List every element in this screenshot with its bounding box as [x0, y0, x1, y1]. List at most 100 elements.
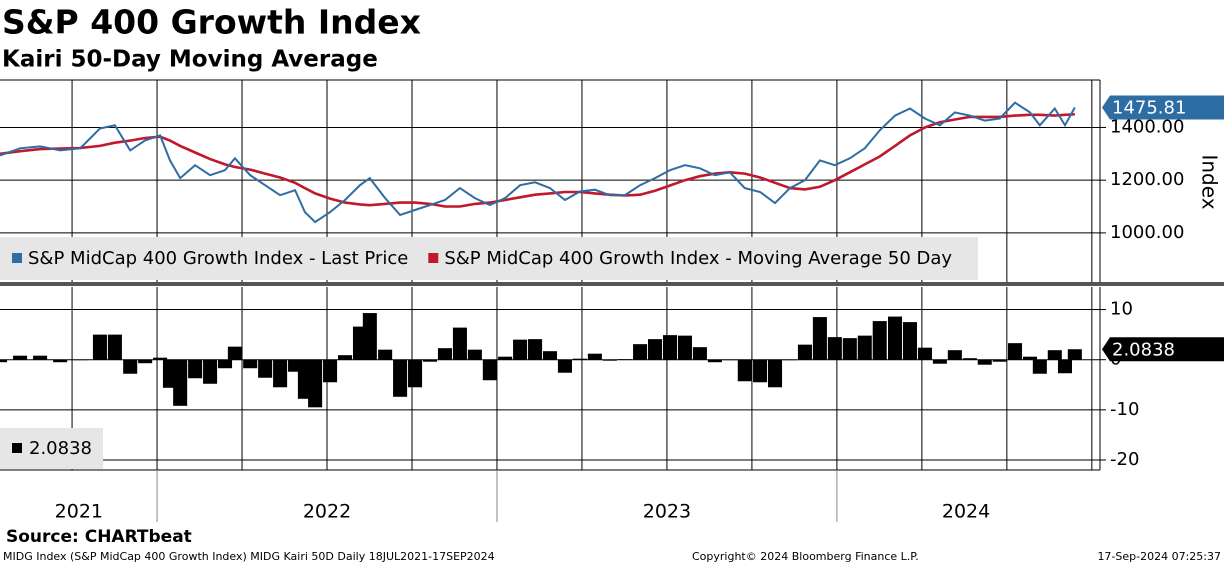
- bar: [203, 359, 218, 384]
- bar: [947, 350, 962, 360]
- bar: [123, 359, 138, 374]
- bar: [138, 359, 153, 364]
- bar: [92, 334, 107, 360]
- y-tick-label: 10: [1110, 299, 1133, 320]
- bar: [513, 339, 528, 360]
- bar: [528, 339, 543, 360]
- bar: [888, 316, 903, 360]
- legend-box: [0, 237, 978, 280]
- bar: [812, 317, 827, 360]
- bar: [153, 357, 168, 360]
- legend-swatch: [428, 253, 439, 263]
- bar: [692, 347, 707, 360]
- legend-label: S&P MidCap 400 Growth Index - Last Price: [28, 248, 408, 269]
- footnote: MIDG Index (S&P MidCap 400 Growth Index)…: [3, 550, 495, 563]
- bar: [992, 359, 1007, 362]
- bar: [33, 355, 48, 360]
- bar: [782, 359, 798, 361]
- bar: [482, 359, 497, 381]
- bar: [677, 335, 692, 360]
- bar: [393, 359, 408, 397]
- bar: [498, 356, 513, 360]
- bar: [13, 355, 28, 360]
- bar: [273, 359, 288, 388]
- bar: [737, 359, 752, 382]
- chart-title: S&P 400 Growth Index: [2, 3, 421, 42]
- bar: [857, 335, 872, 360]
- bar: [422, 359, 438, 362]
- timestamp: 17-Sep-2024 07:25:37: [1097, 550, 1221, 563]
- y-axis-label: Index: [1198, 154, 1222, 209]
- legend-swatch: [12, 443, 22, 453]
- legend-label: 2.0838: [29, 438, 92, 459]
- bar: [0, 359, 8, 363]
- bar: [107, 334, 122, 360]
- bar: [173, 359, 188, 406]
- copyright: Copyright© 2024 Bloomberg Finance L.P.: [692, 550, 919, 563]
- bar: [323, 359, 338, 383]
- bar: [437, 348, 452, 360]
- bar: [842, 338, 857, 360]
- y-tick-label: 1200.00: [1110, 169, 1184, 190]
- y-tick-label: 1000.00: [1110, 222, 1184, 243]
- bar: [962, 358, 977, 360]
- bar: [218, 359, 233, 369]
- x-tick-label: 2023: [643, 501, 691, 523]
- bar: [977, 359, 992, 365]
- bar: [1022, 356, 1037, 360]
- legend-swatch: [12, 253, 22, 263]
- bar: [188, 359, 203, 379]
- bar: [707, 359, 722, 363]
- bar: [452, 327, 467, 360]
- bar: [797, 344, 812, 360]
- bar: [1007, 343, 1023, 360]
- bar: [1032, 359, 1047, 374]
- bar: [768, 359, 783, 388]
- bar: [378, 349, 393, 360]
- bar: [338, 355, 353, 360]
- bar: [73, 359, 88, 361]
- bar: [362, 313, 377, 360]
- line-series: [0, 113, 1075, 208]
- bar: [557, 359, 572, 373]
- last-value-box: [1102, 95, 1224, 120]
- bar: [587, 353, 602, 360]
- bar: [408, 359, 423, 388]
- bar: [617, 359, 632, 360]
- bar: [1067, 349, 1082, 360]
- bar: [308, 359, 323, 408]
- legend-label: S&P MidCap 400 Growth Index - Moving Ave…: [444, 248, 952, 269]
- bar: [467, 349, 482, 360]
- bar: [243, 359, 258, 369]
- bar: [722, 359, 737, 361]
- x-tick-label: 2022: [303, 501, 351, 523]
- panel-divider: [0, 282, 1224, 286]
- chart-subtitle: Kairi 50-Day Moving Average: [2, 47, 378, 73]
- bar: [542, 351, 558, 360]
- bar: [633, 344, 648, 360]
- last-value-box: [1102, 337, 1224, 362]
- bar: [662, 335, 678, 360]
- bar: [602, 359, 617, 361]
- bar: [917, 347, 932, 360]
- bar: [1057, 359, 1073, 374]
- y-tick-label: -10: [1110, 399, 1139, 420]
- x-tick-label: 2024: [942, 501, 990, 523]
- bar: [648, 339, 663, 360]
- last-value-label: 2.0838: [1112, 339, 1175, 360]
- bar: [572, 358, 587, 360]
- bar: [827, 337, 842, 360]
- bar: [53, 359, 68, 363]
- last-value-label: 1475.81: [1112, 97, 1186, 118]
- bar: [753, 359, 768, 383]
- x-tick-label: 2021: [55, 501, 103, 523]
- y-tick-label: -20: [1110, 449, 1139, 470]
- source: Source: CHARTbeat: [6, 527, 192, 547]
- bar: [902, 322, 918, 360]
- bar: [872, 321, 887, 360]
- bar: [1047, 350, 1062, 360]
- bar: [932, 359, 947, 364]
- y-tick-label: 1400.00: [1110, 116, 1184, 137]
- line-series: [0, 101, 1076, 224]
